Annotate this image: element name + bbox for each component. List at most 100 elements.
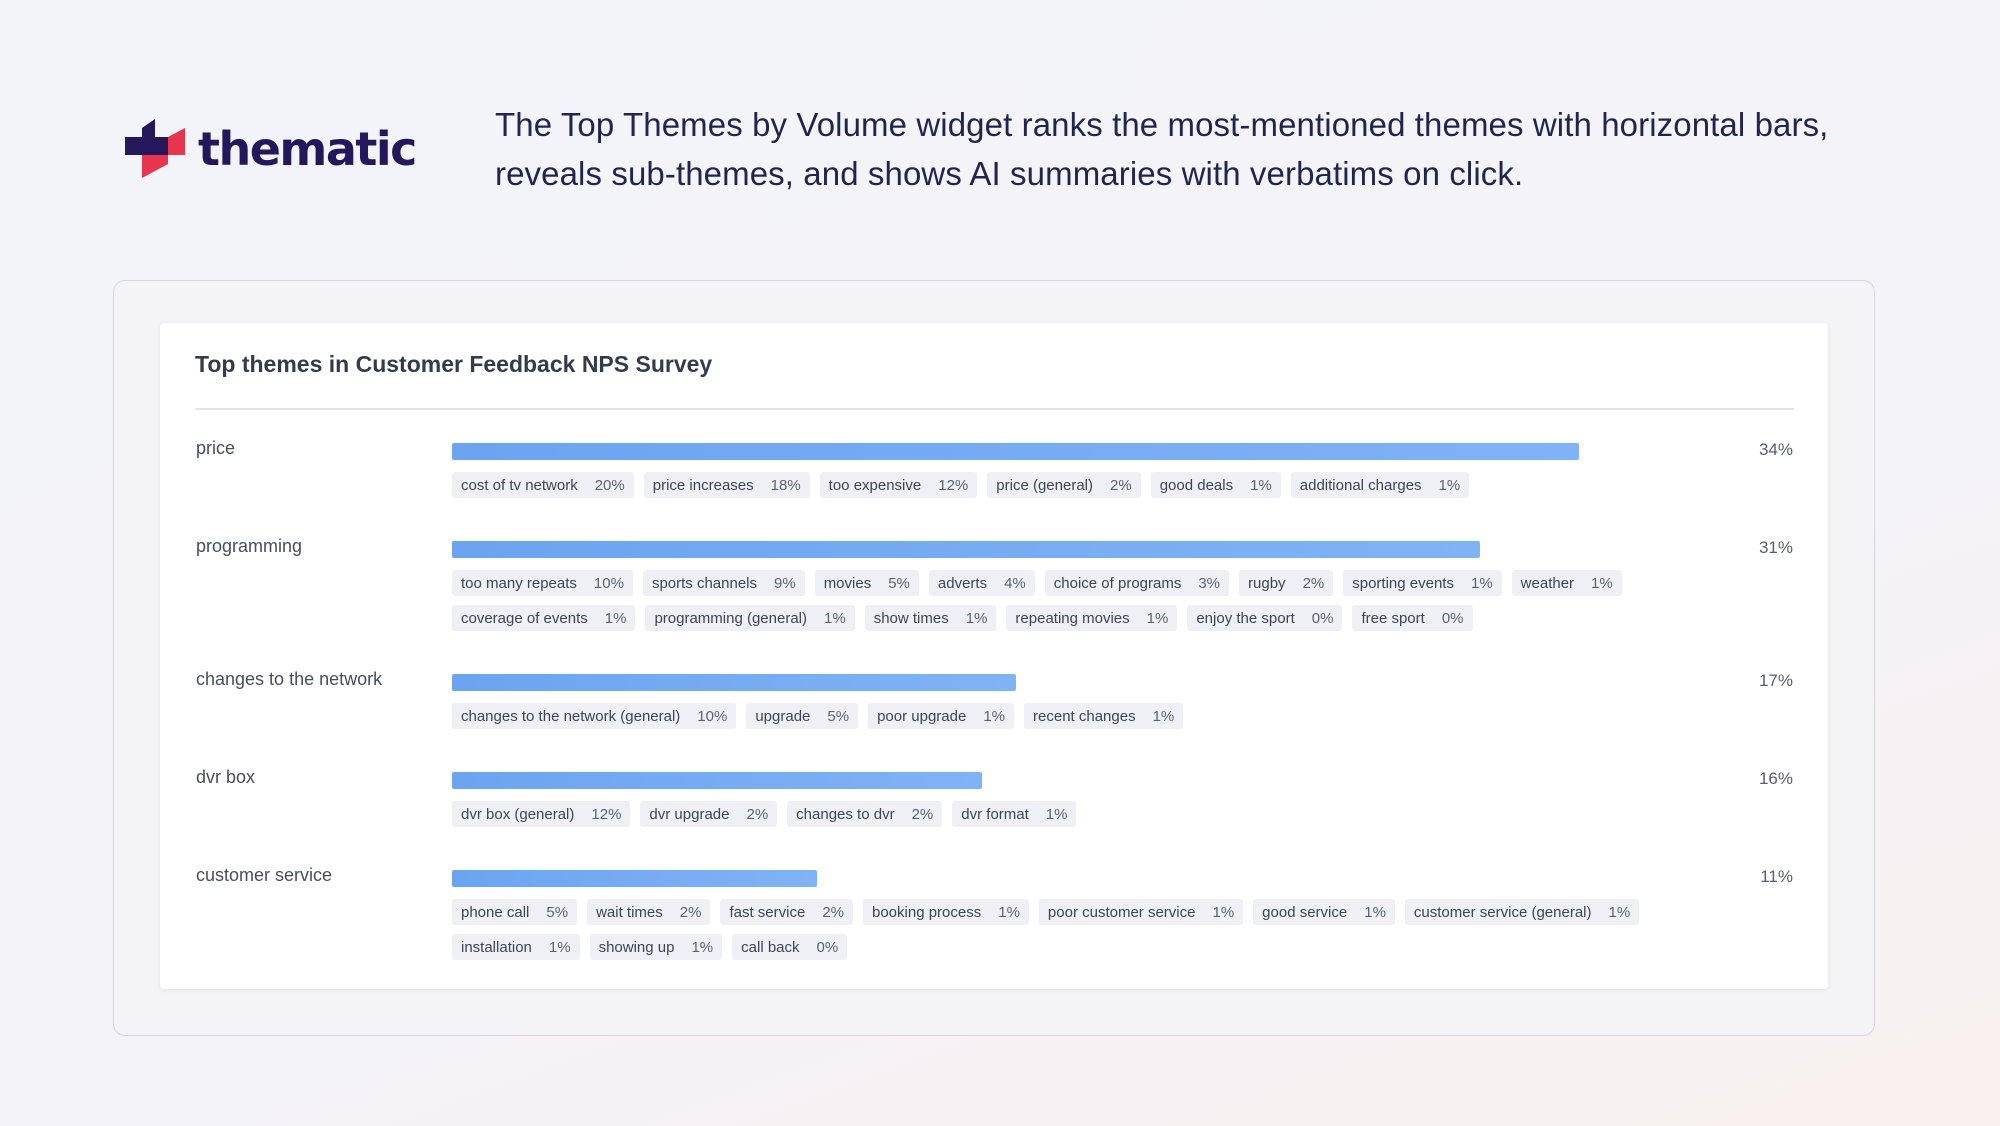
subtheme-label: recent changes (1033, 707, 1136, 725)
subtheme-chip[interactable]: wait times 2% (587, 899, 711, 925)
subtheme-chip[interactable]: repeating movies 1% (1006, 605, 1178, 631)
subtheme-percentage: 1% (1591, 574, 1613, 592)
subtheme-chip[interactable]: show times 1% (864, 605, 997, 631)
theme-bar[interactable] (452, 541, 1480, 558)
subtheme-chip[interactable]: poor customer service 1% (1038, 899, 1244, 925)
subtheme-chip[interactable]: booking process 1% (863, 899, 1029, 925)
subtheme-chip[interactable]: adverts 4% (928, 570, 1035, 596)
subtheme-chip[interactable]: cost of tv network 20% (452, 472, 634, 498)
theme-percentage: 11% (1760, 867, 1793, 886)
subtheme-percentage: 1% (998, 903, 1020, 921)
subtheme-percentage: 2% (911, 805, 934, 823)
subtheme-label: good service (1262, 903, 1348, 921)
subtheme-percentage: 20% (594, 476, 625, 494)
subtheme-percentage: 0% (1311, 609, 1334, 627)
subtheme-chip[interactable]: price (general) 2% (987, 472, 1141, 498)
theme-label[interactable]: changes to the network (196, 669, 383, 689)
subtheme-chip[interactable]: changes to the network (general) 10% (452, 703, 737, 729)
subtheme-percentage: 10% (593, 574, 624, 592)
subtheme-percentage: 2% (1302, 574, 1325, 592)
subtheme-chip[interactable]: upgrade 5% (746, 703, 859, 729)
subtheme-percentage: 3% (1198, 574, 1221, 592)
subtheme-percentage: 2% (679, 903, 702, 921)
subtheme-label: poor upgrade (877, 707, 967, 725)
subtheme-chip[interactable]: coverage of events 1% (452, 605, 636, 631)
subtheme-chip[interactable]: dvr upgrade 2% (640, 801, 778, 827)
theme-label[interactable]: programming (196, 536, 303, 556)
subtheme-label: price increases (652, 476, 754, 494)
subtheme-label: enjoy the sport (1196, 609, 1295, 627)
subtheme-percentage: 1% (1146, 609, 1169, 627)
subtheme-percentage: 1% (983, 707, 1006, 725)
subtheme-chip[interactable]: price increases 18% (643, 472, 810, 498)
subtheme-percentage: 2% (822, 903, 844, 921)
theme-bar[interactable] (452, 674, 1016, 691)
subtheme-chips: too many repeats 10% sports channels 9% movi… (452, 570, 1702, 640)
subtheme-chip[interactable]: dvr format 1% (952, 801, 1077, 827)
subtheme-chip[interactable]: changes to dvr 2% (787, 801, 943, 827)
subtheme-label: sports channels (651, 574, 757, 592)
theme-bar[interactable] (452, 443, 1579, 460)
subtheme-percentage: 12% (591, 805, 622, 823)
subtheme-chip[interactable]: rugby 2% (1239, 570, 1334, 596)
subtheme-percentage: 0% (816, 938, 839, 956)
subtheme-chip[interactable]: customer service (general) 1% (1404, 899, 1640, 925)
subtheme-label: good deals (1159, 476, 1234, 494)
subtheme-percentage: 1% (1608, 903, 1631, 921)
theme-label[interactable]: dvr box (196, 767, 256, 787)
subtheme-chip[interactable]: sports channels 9% (642, 570, 805, 596)
subtheme-chip[interactable]: good deals 1% (1150, 472, 1281, 498)
subtheme-label: changes to dvr (796, 805, 895, 823)
subtheme-chip[interactable]: sporting events 1% (1343, 570, 1502, 596)
subtheme-chip[interactable]: recent changes 1% (1024, 703, 1184, 729)
subtheme-label: sporting events (1352, 574, 1454, 592)
subtheme-percentage: 0% (1441, 609, 1464, 627)
subtheme-chip[interactable]: too expensive 12% (819, 472, 978, 498)
theme-percentage: 31% (1758, 538, 1793, 557)
subtheme-chip[interactable]: choice of programs 3% (1044, 570, 1230, 596)
subtheme-chip[interactable]: call back 0% (732, 934, 848, 960)
subtheme-label: movies (823, 574, 872, 592)
subtheme-chip[interactable]: weather 1% (1511, 570, 1622, 596)
subtheme-percentage: 5% (546, 903, 569, 921)
subtheme-label: customer service (general) (1413, 903, 1592, 921)
subtheme-label: upgrade (755, 707, 811, 725)
subtheme-chip[interactable]: showing up 1% (589, 934, 723, 960)
subtheme-chip[interactable]: programming (general) 1% (645, 605, 855, 631)
subtheme-percentage: 10% (697, 707, 728, 725)
subtheme-label: rugby (1248, 574, 1286, 592)
thematic-logo-icon (125, 119, 185, 178)
theme-bar[interactable] (452, 772, 983, 789)
widget-title: Top themes in Customer Feedback NPS Surv… (195, 351, 713, 377)
subtheme-chip[interactable]: good service 1% (1253, 899, 1395, 925)
subtheme-label: showing up (598, 938, 675, 956)
subtheme-chip[interactable]: additional charges 1% (1290, 472, 1470, 498)
subtheme-percentage: 1% (1045, 805, 1068, 823)
subtheme-chip[interactable]: too many repeats 10% (452, 570, 633, 596)
subtheme-label: changes to the network (general) (461, 707, 681, 725)
subtheme-chip[interactable]: enjoy the sport 0% (1187, 605, 1343, 631)
subtheme-chip[interactable]: installation 1% (452, 934, 580, 960)
brand-name: thematic (198, 122, 417, 176)
subtheme-label: too expensive (828, 476, 922, 494)
subtheme-label: choice of programs (1053, 574, 1182, 592)
top-themes-widget: Top themes in Customer Feedback NPS Surv… (160, 323, 1828, 989)
subtheme-percentage: 1% (1212, 903, 1235, 921)
page-header: thematic The Top Themes by Volume widget… (0, 0, 2000, 260)
subtheme-percentage: 1% (1364, 903, 1386, 921)
subtheme-chip[interactable]: poor upgrade 1% (868, 703, 1015, 729)
subtheme-label: dvr format (961, 805, 1029, 823)
thematic-logo: thematic (122, 114, 417, 184)
subtheme-chip[interactable]: fast service 2% (720, 899, 853, 925)
subtheme-label: dvr upgrade (649, 805, 730, 823)
theme-bar[interactable] (452, 870, 817, 887)
theme-label[interactable]: price (196, 438, 236, 458)
subtheme-chip[interactable]: movies 5% (814, 570, 919, 596)
subtheme-percentage: 9% (774, 574, 796, 592)
subtheme-chip[interactable]: dvr box (general) 12% (452, 801, 631, 827)
subtheme-chip[interactable]: free sport 0% (1352, 605, 1473, 631)
subtheme-label: wait times (596, 903, 663, 921)
theme-percentage: 16% (1758, 769, 1793, 788)
theme-label[interactable]: customer service (196, 865, 333, 885)
subtheme-chip[interactable]: phone call 5% (452, 899, 578, 925)
